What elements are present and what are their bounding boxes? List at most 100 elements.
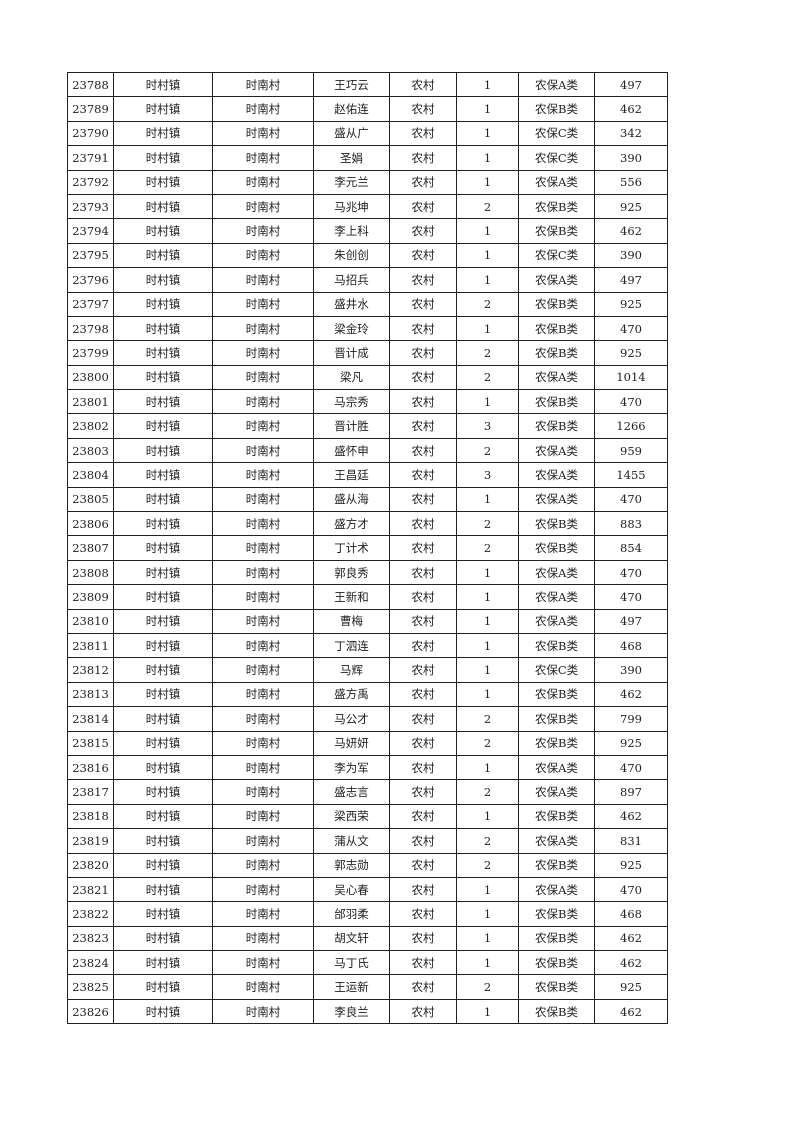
member-count-cell: 2 — [456, 511, 519, 537]
amount-cell: 1455 — [594, 462, 668, 488]
member-count-cell: 1 — [456, 608, 519, 634]
town-cell: 时村镇 — [113, 511, 213, 537]
household-type-cell: 农村 — [389, 925, 457, 952]
name-cell: 李为军 — [313, 754, 390, 781]
village-cell: 时南村 — [212, 315, 314, 342]
insurance-category-cell: 农保A类 — [518, 364, 595, 391]
table-row: 23789 时村镇 时南村 赵佑连 农村 1 农保B类 462 — [67, 96, 668, 122]
table-row: 23788 时村镇 时南村 王巧云 农村 1 农保A类 497 — [67, 71, 668, 98]
insurance-category-cell: 农保A类 — [518, 608, 595, 634]
table-row: 23814 时村镇 时南村 马公才 农村 2 农保B类 799 — [67, 706, 668, 732]
record-id-cell: 23815 — [67, 730, 114, 756]
name-cell: 圣娟 — [313, 145, 390, 171]
table-row: 23802 时村镇 时南村 晋计胜 农村 3 农保B类 1266 — [67, 413, 668, 439]
town-cell: 时村镇 — [113, 364, 213, 391]
insurance-category-cell: 农保B类 — [518, 803, 595, 830]
town-cell: 时村镇 — [113, 218, 213, 244]
member-count-cell: 1 — [456, 242, 519, 269]
insurance-category-cell: 农保A类 — [518, 779, 595, 805]
amount-cell: 470 — [594, 486, 668, 513]
record-id-cell: 23812 — [67, 657, 114, 683]
member-count-cell: 1 — [456, 681, 519, 708]
record-id-cell: 23808 — [67, 559, 114, 586]
town-cell: 时村镇 — [113, 828, 213, 854]
household-type-cell: 农村 — [389, 218, 457, 244]
amount-cell: 462 — [594, 803, 668, 830]
household-type-cell: 农村 — [389, 608, 457, 634]
town-cell: 时村镇 — [113, 486, 213, 513]
record-id-cell: 23796 — [67, 267, 114, 293]
insurance-category-cell: 农保C类 — [518, 145, 595, 171]
insurance-category-cell: 农保A类 — [518, 486, 595, 513]
member-count-cell: 1 — [456, 120, 519, 147]
record-id-cell: 23795 — [67, 242, 114, 269]
village-cell: 时南村 — [212, 340, 314, 366]
village-cell: 时南村 — [212, 486, 314, 513]
insurance-category-cell: 农保B类 — [518, 706, 595, 732]
town-cell: 时村镇 — [113, 535, 213, 561]
insurance-category-cell: 农保C类 — [518, 120, 595, 147]
household-type-cell: 农村 — [389, 511, 457, 537]
amount-cell: 925 — [594, 340, 668, 366]
member-count-cell: 2 — [456, 291, 519, 317]
insurance-category-cell: 农保B类 — [518, 852, 595, 878]
insurance-category-cell: 农保B类 — [518, 730, 595, 756]
table-row: 23821 时村镇 时南村 吴心春 农村 1 农保A类 470 — [67, 876, 668, 903]
table-body: 23788 时村镇 时南村 王巧云 农村 1 农保A类 497 23789 时村镇 时南村 赵佑连 农村… — [67, 71, 668, 1025]
record-id-cell: 23816 — [67, 754, 114, 781]
amount-cell: 556 — [594, 169, 668, 195]
name-cell: 李上科 — [313, 218, 390, 244]
amount-cell: 342 — [594, 120, 668, 147]
name-cell: 盛从广 — [313, 120, 390, 147]
insurance-category-cell: 农保B类 — [518, 681, 595, 708]
record-id-cell: 23811 — [67, 632, 114, 659]
insurance-category-cell: 农保B类 — [518, 511, 595, 537]
table-row: 23813 时村镇 时南村 盛方禹 农村 1 农保B类 462 — [67, 681, 668, 708]
record-id-cell: 23789 — [67, 96, 114, 122]
insurance-category-cell: 农保B类 — [518, 413, 595, 439]
table-row: 23824 时村镇 时南村 马丁氏 农村 1 农保B类 462 — [67, 950, 668, 976]
name-cell: 王巧云 — [313, 71, 390, 98]
name-cell: 梁金玲 — [313, 315, 390, 342]
table-row: 23820 时村镇 时南村 郭志勋 农村 2 农保B类 925 — [67, 852, 668, 878]
name-cell: 马妍妍 — [313, 730, 390, 756]
village-cell: 时南村 — [212, 657, 314, 683]
village-cell: 时南村 — [212, 267, 314, 293]
amount-cell: 497 — [594, 608, 668, 634]
insurance-category-cell: 农保B类 — [518, 315, 595, 342]
amount-cell: 462 — [594, 218, 668, 244]
name-cell: 王新和 — [313, 584, 390, 610]
name-cell: 吴心春 — [313, 876, 390, 903]
insurance-category-cell: 农保A类 — [518, 71, 595, 98]
household-type-cell: 农村 — [389, 413, 457, 439]
name-cell: 马辉 — [313, 657, 390, 683]
household-type-cell: 农村 — [389, 998, 457, 1025]
member-count-cell: 1 — [456, 559, 519, 586]
household-type-cell: 农村 — [389, 389, 457, 415]
town-cell: 时村镇 — [113, 901, 213, 927]
name-cell: 梁凡 — [313, 364, 390, 391]
household-type-cell: 农村 — [389, 657, 457, 683]
table-row: 23818 时村镇 时南村 梁西荣 农村 1 农保B类 462 — [67, 803, 668, 830]
town-cell: 时村镇 — [113, 145, 213, 171]
amount-cell: 925 — [594, 730, 668, 756]
amount-cell: 831 — [594, 828, 668, 854]
name-cell: 马招兵 — [313, 267, 390, 293]
household-type-cell: 农村 — [389, 120, 457, 147]
town-cell: 时村镇 — [113, 291, 213, 317]
household-type-cell: 农村 — [389, 803, 457, 830]
household-type-cell: 农村 — [389, 828, 457, 854]
household-type-cell: 农村 — [389, 535, 457, 561]
member-count-cell: 1 — [456, 145, 519, 171]
record-id-cell: 23809 — [67, 584, 114, 610]
amount-cell: 470 — [594, 876, 668, 903]
record-id-cell: 23790 — [67, 120, 114, 147]
village-cell: 时南村 — [212, 71, 314, 98]
household-type-cell: 农村 — [389, 901, 457, 927]
record-id-cell: 23819 — [67, 828, 114, 854]
member-count-cell: 1 — [456, 803, 519, 830]
village-cell: 时南村 — [212, 242, 314, 269]
table-row: 23804 时村镇 时南村 王昌廷 农村 3 农保A类 1455 — [67, 462, 668, 488]
record-id-cell: 23804 — [67, 462, 114, 488]
household-type-cell: 农村 — [389, 632, 457, 659]
